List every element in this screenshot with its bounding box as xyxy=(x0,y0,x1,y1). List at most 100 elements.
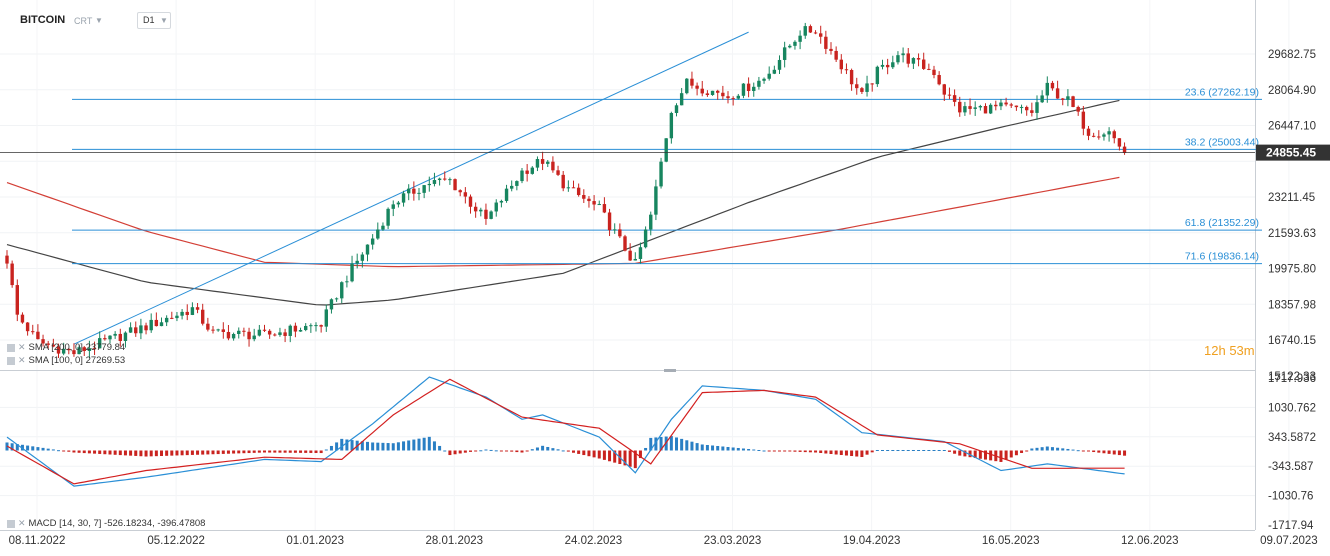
histogram-bar xyxy=(82,450,86,454)
histogram-bar xyxy=(1040,447,1044,451)
histogram-bar xyxy=(26,445,30,451)
legend-sma-200[interactable]: ✕ SMA [200, 0] 23779.84 xyxy=(7,342,125,353)
histogram-bar xyxy=(891,449,895,451)
candle-body xyxy=(592,201,596,205)
candle-body xyxy=(844,69,849,71)
histogram-bar xyxy=(62,450,66,452)
histogram-bar xyxy=(808,450,812,453)
histogram-bar xyxy=(180,450,184,456)
histogram-bar xyxy=(386,443,390,451)
candle-body xyxy=(262,329,267,331)
histogram-bar xyxy=(196,450,200,455)
legend-macd[interactable]: ✕ MACD [14, 30, 7] -526.18234, -396.4780… xyxy=(7,518,205,529)
histogram-bar xyxy=(1107,450,1111,454)
histogram-bar xyxy=(329,445,333,451)
trendline[interactable] xyxy=(73,31,749,345)
symbol-label[interactable]: BITCOIN xyxy=(20,14,66,26)
macd-line-path xyxy=(6,376,1125,487)
histogram-bar xyxy=(566,450,570,452)
histogram-bar xyxy=(628,450,632,467)
candle-body xyxy=(561,174,565,189)
close-icon[interactable]: ✕ xyxy=(18,355,26,365)
histogram-bar xyxy=(680,438,684,451)
candle-body xyxy=(638,247,643,259)
candle-body xyxy=(757,80,761,87)
chart-type-selector[interactable]: CRT xyxy=(74,16,93,26)
histogram-bar xyxy=(922,449,926,451)
grid xyxy=(0,0,1290,530)
histogram-bar xyxy=(819,450,823,454)
close-icon[interactable]: ✕ xyxy=(18,518,26,528)
histogram-bar xyxy=(165,450,169,456)
histogram-bar xyxy=(1066,448,1070,451)
candle-body xyxy=(824,36,828,49)
candle-body xyxy=(1030,110,1034,113)
macd-tick-label: -343.587 xyxy=(1268,461,1313,473)
eye-icon[interactable] xyxy=(7,519,15,528)
histogram-bar xyxy=(1009,450,1013,458)
histogram-bar xyxy=(129,450,133,456)
candle-body xyxy=(540,159,545,164)
macd-tick-label: -1030.76 xyxy=(1268,491,1313,503)
histogram-bar xyxy=(443,450,447,452)
histogram-bar xyxy=(469,450,472,452)
candle-body xyxy=(180,311,184,316)
legend-sma-100[interactable]: ✕ SMA [100, 0] 27269.53 xyxy=(7,355,125,366)
histogram-bar xyxy=(541,445,545,451)
histogram-bar xyxy=(844,450,848,456)
candle-body xyxy=(983,105,988,114)
eye-icon[interactable] xyxy=(7,356,15,365)
price-tick-label: 29682.75 xyxy=(1268,49,1316,61)
candle-body xyxy=(376,229,380,239)
histogram-bar xyxy=(1112,450,1116,455)
candle-body xyxy=(690,78,694,86)
candle-body xyxy=(885,64,890,68)
histogram-bar xyxy=(705,444,709,451)
candle-body xyxy=(566,187,571,189)
candle-body xyxy=(963,106,967,113)
chevron-down-icon[interactable]: ▼ xyxy=(95,16,103,25)
legend-sma-100-text: SMA [100, 0] 27269.53 xyxy=(28,355,126,366)
candle-body xyxy=(216,329,220,331)
candle-body xyxy=(1107,131,1111,135)
candle-body xyxy=(535,159,540,168)
eye-icon[interactable] xyxy=(7,343,15,352)
histogram-bar xyxy=(901,449,905,451)
candle-body xyxy=(1076,106,1080,112)
candle-body xyxy=(1055,88,1060,99)
sma-100-line xyxy=(6,99,1120,306)
macd-histogram xyxy=(5,436,1127,469)
histogram-bar xyxy=(407,440,411,451)
histogram-bar xyxy=(113,450,117,455)
timeframe-selector[interactable]: D1 ▼ xyxy=(137,12,171,29)
candle-body xyxy=(77,347,81,355)
histogram-bar xyxy=(412,439,416,451)
candle-body xyxy=(556,170,560,175)
histogram-bar xyxy=(72,450,76,453)
histogram-bar xyxy=(1025,450,1029,452)
macd-axis[interactable]: 1717.936 1030.762 343.5872 -343.587 -1030.76… xyxy=(1268,373,1316,532)
histogram-bar xyxy=(999,450,1003,462)
candle-body xyxy=(1061,98,1065,100)
close-icon[interactable]: ✕ xyxy=(18,342,26,352)
histogram-bar xyxy=(535,447,539,451)
histogram-bar xyxy=(649,437,653,451)
histogram-bar xyxy=(778,450,781,452)
histogram-bar xyxy=(309,450,313,453)
candle-body xyxy=(582,195,586,199)
histogram-bar xyxy=(489,449,493,451)
candle-body xyxy=(777,59,782,70)
candle-body xyxy=(417,192,421,194)
histogram-bar xyxy=(736,447,740,451)
candle-body xyxy=(144,325,148,331)
histogram-bar xyxy=(623,450,627,466)
histogram-bar xyxy=(123,450,127,456)
candle-body xyxy=(571,187,576,189)
candle-body xyxy=(350,263,354,282)
candle-body xyxy=(15,285,19,315)
date-tick-label: 01.01.2023 xyxy=(286,535,344,547)
price-axis[interactable]: 29682.75 28064.90 26447.10 23211.45 21593.63… xyxy=(1268,49,1316,383)
histogram-bar xyxy=(438,445,442,451)
time-axis[interactable]: 08.11.2022 05.12.2022 01.01.2023 28.01.2023… xyxy=(9,535,1318,547)
